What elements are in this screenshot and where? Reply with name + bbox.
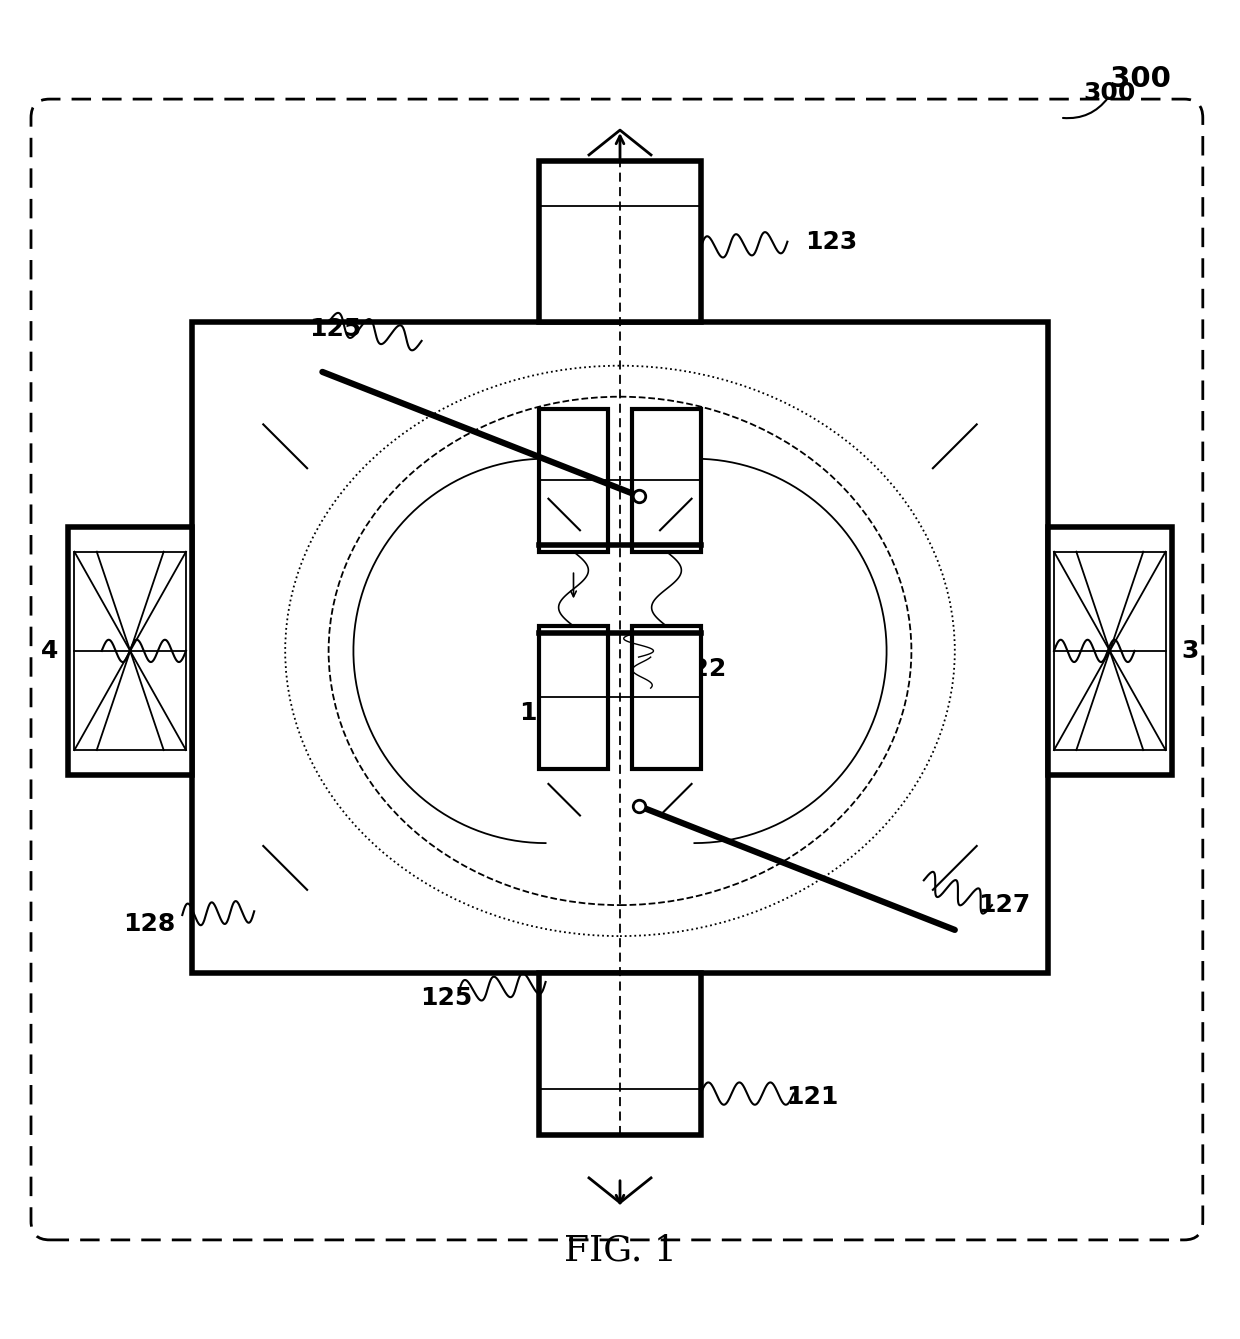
- Text: 4: 4: [41, 639, 58, 663]
- Text: 121: 121: [786, 1086, 838, 1109]
- Text: FIG. 1: FIG. 1: [563, 1233, 677, 1267]
- Bar: [632, 627, 701, 769]
- Bar: [632, 410, 701, 552]
- Bar: [539, 973, 701, 1134]
- Text: 300: 300: [1110, 64, 1171, 92]
- Text: 127: 127: [978, 893, 1030, 917]
- Text: 125: 125: [309, 316, 361, 340]
- Text: 123: 123: [805, 230, 857, 253]
- Bar: [68, 528, 192, 775]
- Bar: [192, 323, 1048, 973]
- Bar: [539, 410, 608, 552]
- Bar: [539, 627, 608, 769]
- Bar: [74, 552, 186, 750]
- Text: 122: 122: [675, 657, 727, 682]
- Text: 125: 125: [420, 986, 472, 1010]
- Text: 3: 3: [1182, 639, 1199, 663]
- Text: 300: 300: [1084, 80, 1136, 104]
- Text: 128: 128: [123, 912, 175, 936]
- Bar: [539, 161, 701, 323]
- Bar: [1054, 552, 1166, 750]
- Text: 124: 124: [520, 700, 572, 724]
- Bar: [1048, 528, 1172, 775]
